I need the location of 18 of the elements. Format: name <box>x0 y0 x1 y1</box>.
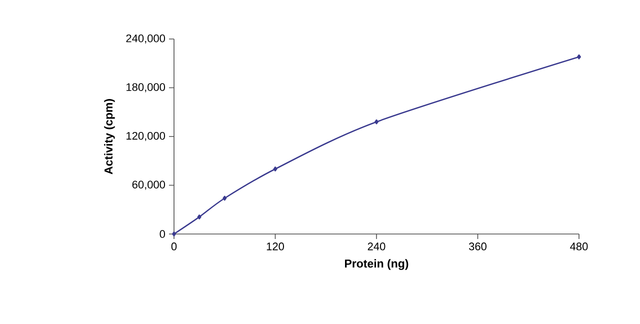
point <box>197 214 202 220</box>
y-tick-label: 180,000 <box>126 83 166 92</box>
x-tick-label: 240 <box>368 242 386 250</box>
point <box>273 166 278 172</box>
y-tick-label: 60,000 <box>132 180 166 190</box>
y-tick-label: 240,000 <box>126 34 166 44</box>
x-axis-title: Protein (ng) <box>345 259 408 270</box>
x-tick-label: 360 <box>468 242 486 250</box>
x-tick-label: 0 <box>171 242 177 250</box>
y-axis-title: Activity (cpm) <box>104 99 115 174</box>
point <box>172 232 176 236</box>
point <box>222 196 227 201</box>
x-tick-label: 120 <box>266 242 284 250</box>
x-tick-label: 480 <box>570 242 588 250</box>
point <box>576 54 581 60</box>
y-tick-label: 0 <box>160 230 166 238</box>
point <box>374 119 378 124</box>
y-tick-label: 120,000 <box>126 132 166 142</box>
